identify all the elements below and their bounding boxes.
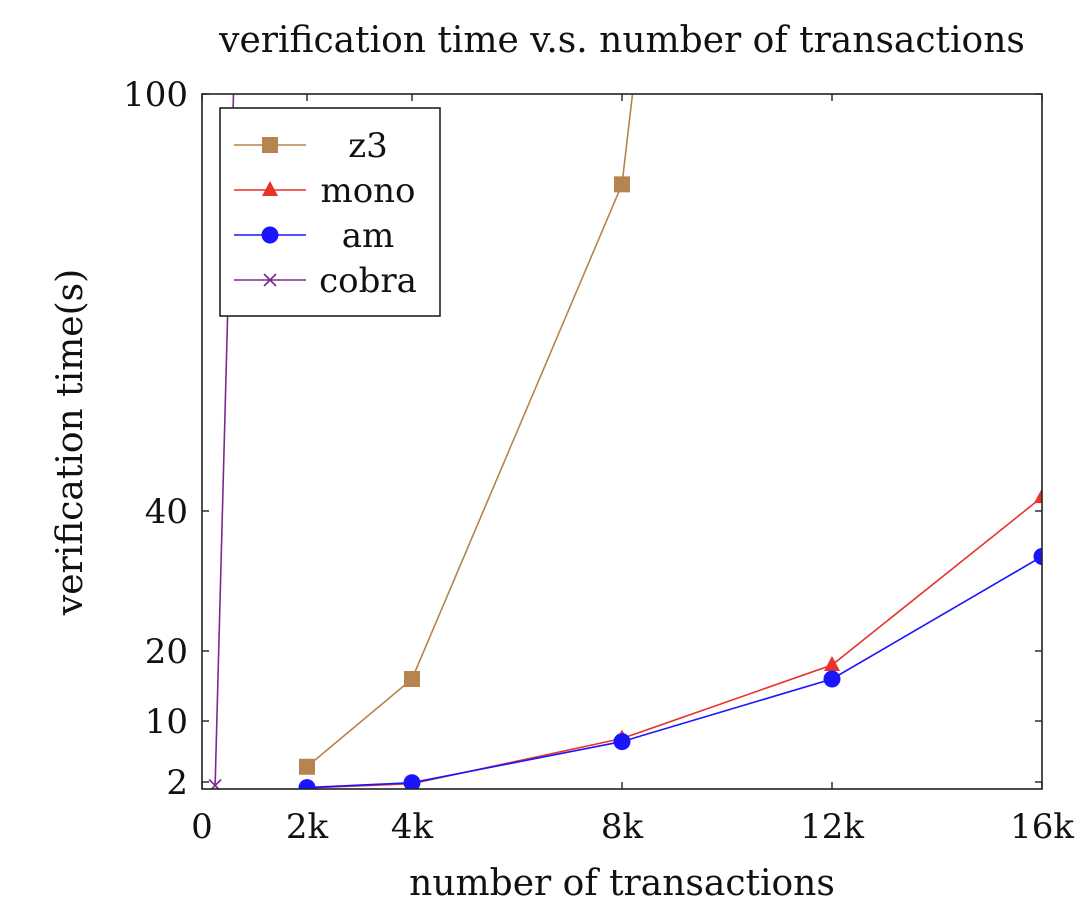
legend-marker — [261, 226, 279, 244]
axis-ticks: 0 2k 4k 8k 12k 16k 2 10 20 40 100 — [123, 75, 1074, 847]
legend-label: cobra — [319, 261, 417, 301]
legend-entry-cobra: cobra — [234, 261, 417, 301]
mono-line — [306, 496, 1042, 789]
series-z3 — [299, 94, 634, 775]
mono-point — [824, 656, 840, 671]
am-point — [613, 733, 631, 751]
y-tick-label: 100 — [123, 75, 188, 115]
plot-frame — [201, 93, 1043, 790]
legend-marker — [262, 181, 278, 196]
x-tick-label: 0 — [191, 807, 213, 847]
z3-line — [306, 94, 634, 768]
mono-point — [1034, 488, 1042, 504]
am-point — [298, 779, 316, 789]
y-tick-label: 20 — [145, 632, 188, 672]
series-mono — [301, 488, 1042, 789]
y-tick-label: 40 — [145, 492, 188, 532]
x-axis-label: number of transactions — [409, 863, 835, 904]
z3-point — [614, 176, 630, 193]
cobra-point — [208, 778, 222, 789]
x-tick-label: 8k — [601, 807, 644, 847]
y-tick-label: 10 — [145, 702, 188, 742]
legend-marker — [262, 137, 278, 153]
am-point — [823, 670, 841, 688]
x-tick-label: 16k — [1010, 807, 1074, 847]
am-point — [403, 774, 421, 789]
legend: z3 mono am cobra — [219, 107, 441, 317]
z3-point — [404, 671, 420, 687]
legend-entry-z3: z3 — [234, 126, 388, 166]
y-axis-label: verification time(s) — [50, 269, 91, 616]
legend-entry-am: am — [234, 216, 394, 256]
x-tick-label: 4k — [391, 807, 434, 847]
y-tick-label: 2 — [166, 763, 188, 803]
x-tick-label: 2k — [286, 807, 329, 847]
am-point — [1033, 548, 1042, 565]
legend-box — [219, 107, 441, 317]
series-layer — [208, 94, 1042, 789]
legend-label: mono — [320, 171, 415, 211]
legend-entry-mono: mono — [234, 171, 416, 211]
z3-point — [299, 758, 315, 775]
x-tick-label: 12k — [800, 807, 864, 847]
series-am — [298, 548, 1042, 789]
legend-label: am — [342, 216, 395, 256]
chart-title: verification time v.s. number of transac… — [218, 20, 1025, 61]
legend-marker — [263, 273, 277, 287]
legend-label: z3 — [348, 126, 388, 166]
